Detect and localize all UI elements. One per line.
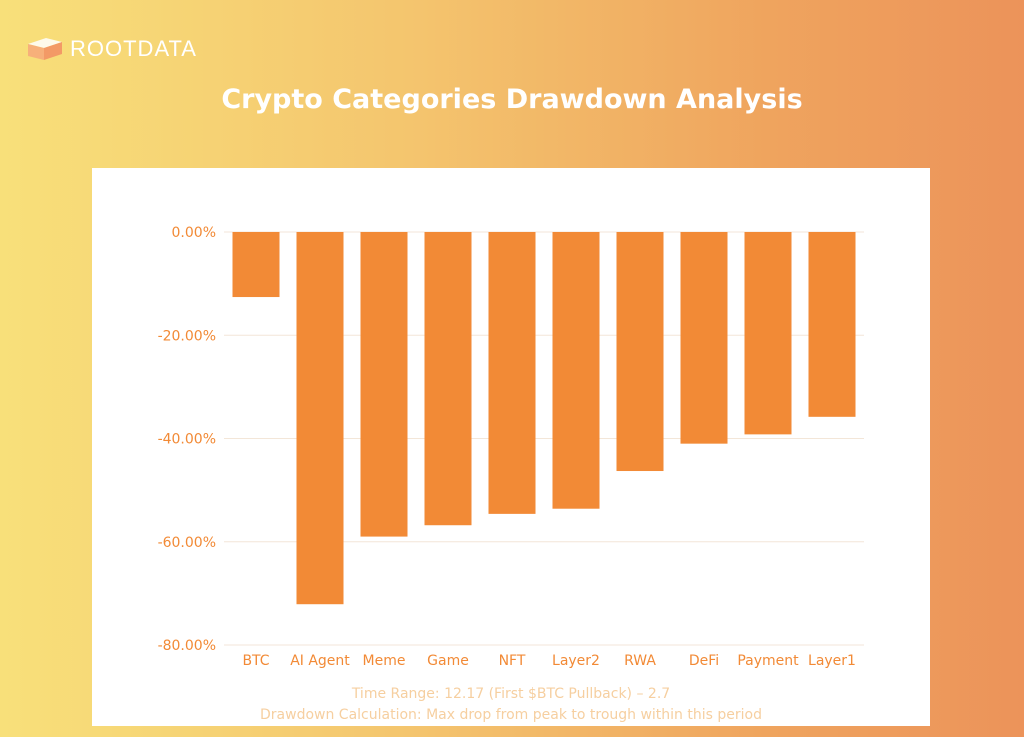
x-tick-label: Layer1 [808, 653, 856, 669]
chart-panel: 0.00% -20.00% -40.00% -60.00% -80.00% BTC AI A… [92, 168, 930, 726]
bar-meme [360, 232, 408, 537]
drawdown-bar-chart: 0.00% -20.00% -40.00% -60.00% -80.00% BTC AI A… [158, 225, 864, 669]
y-tick-label: -80.00% [158, 638, 216, 654]
bar-layer1 [808, 232, 856, 417]
x-tick-label: Payment [737, 653, 799, 669]
x-tick-label: Meme [363, 653, 406, 669]
rootdata-logo-icon [28, 38, 62, 60]
time-range-note: Time Range: 12.17 (First $BTC Pullback) … [351, 686, 671, 702]
calculation-note: Drawdown Calculation: Max drop from peak… [260, 707, 762, 723]
logo-text: ROOTDATA [70, 36, 197, 61]
bar-defi [680, 232, 728, 444]
y-tick-label: 0.00% [172, 225, 216, 241]
y-tick-label: -60.00% [158, 535, 216, 551]
x-tick-label: NFT [499, 653, 526, 669]
bar-payment [744, 232, 792, 435]
x-tick-label: RWA [624, 653, 656, 669]
x-tick-label: Game [427, 653, 469, 669]
bar-ai-agent [296, 232, 344, 605]
bar-nft [488, 232, 536, 514]
y-tick-label: -20.00% [158, 328, 216, 344]
bar-game [424, 232, 472, 526]
page-title: Crypto Categories Drawdown Analysis [221, 84, 803, 115]
bar-btc [232, 232, 280, 298]
x-tick-label: BTC [242, 653, 269, 669]
x-tick-label: DeFi [689, 653, 719, 669]
x-tick-label: AI Agent [290, 653, 350, 669]
bar-layer2 [552, 232, 600, 509]
logo: ROOTDATA [24, 34, 197, 64]
bar-rwa [616, 232, 664, 472]
y-tick-label: -40.00% [158, 432, 216, 448]
x-tick-label: Layer2 [552, 653, 600, 669]
